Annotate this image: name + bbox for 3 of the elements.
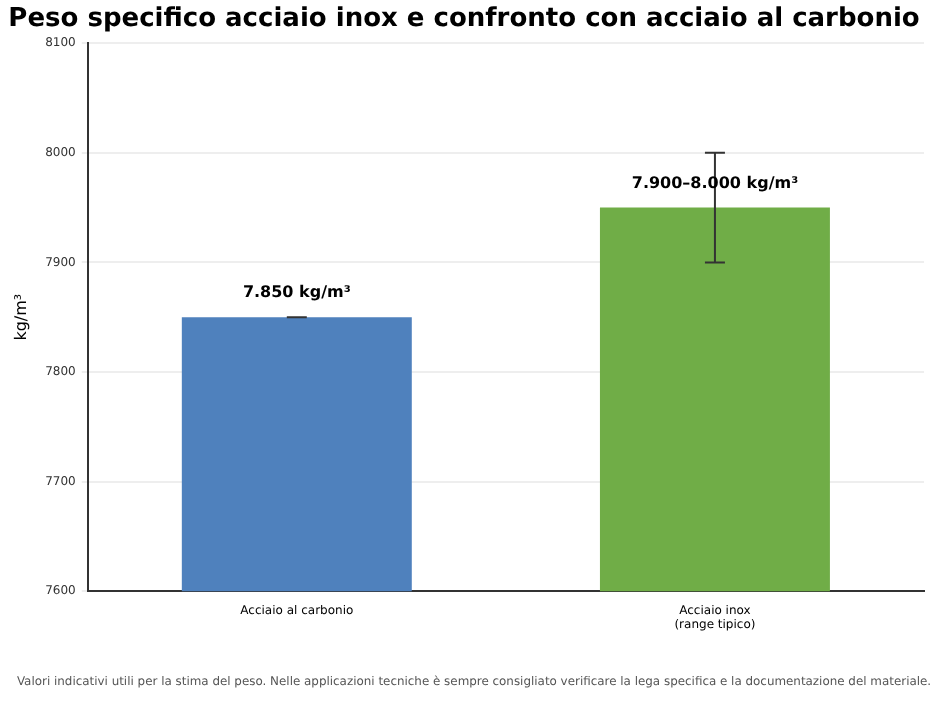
- y-axis-title: kg/m³: [11, 293, 30, 341]
- data-label: 7.850 kg/m³: [242, 283, 352, 302]
- chart-title: Peso specifico acciaio inox e confronto con acciaio al carbonio: [8, 4, 920, 35]
